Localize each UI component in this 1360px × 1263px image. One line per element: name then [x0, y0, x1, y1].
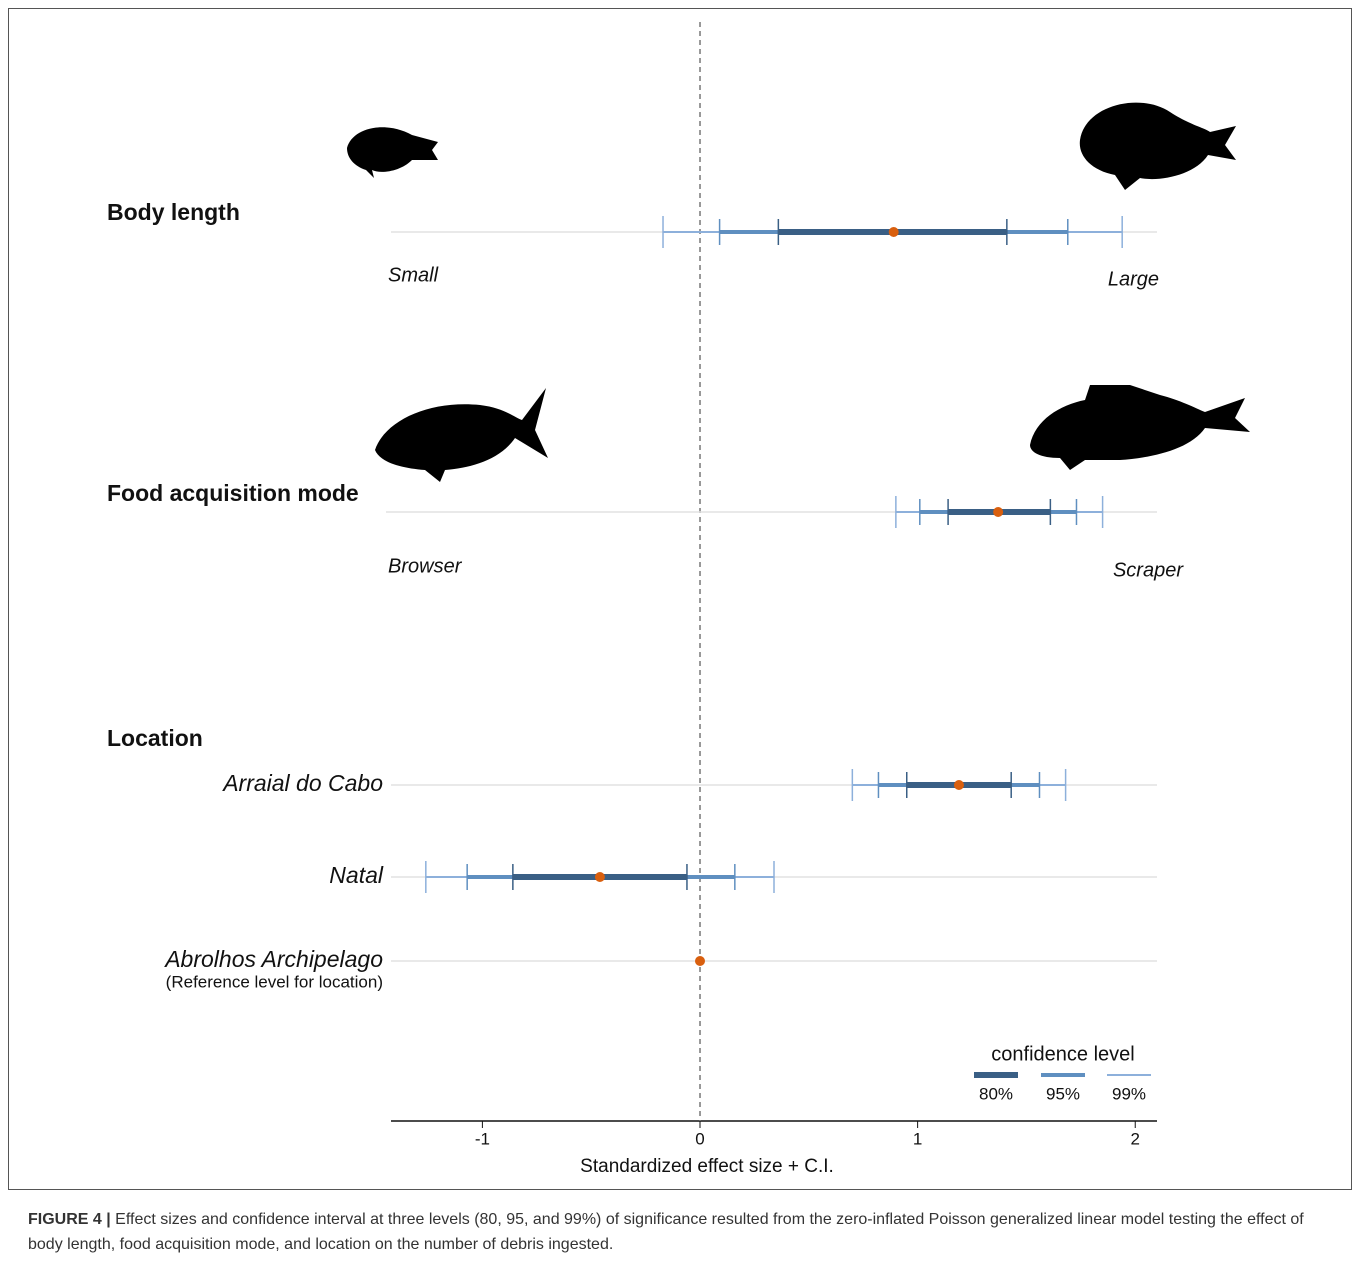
high-label: Scraper — [1113, 559, 1184, 581]
low-label: Small — [388, 264, 439, 286]
row-label: Natal — [329, 862, 384, 888]
page: -1 0 1 2 Standardized effect size + C.I. Body… — [0, 0, 1360, 1263]
estimate-point — [889, 227, 899, 237]
legend-label: 80% — [979, 1084, 1013, 1103]
high-label: Large — [1108, 268, 1159, 290]
caption-text: Effect sizes and confidence interval at … — [28, 1211, 1304, 1253]
legend-title: confidence level — [991, 1043, 1134, 1065]
fish-small — [347, 127, 438, 178]
fish-browser — [375, 388, 548, 482]
estimate-point — [595, 872, 605, 882]
fish-scraper — [1030, 385, 1250, 470]
row-label: Abrolhos Archipelago — [163, 946, 383, 972]
legend-label: 95% — [1046, 1084, 1080, 1103]
fish-icons — [347, 103, 1250, 482]
x-tick-label: 0 — [695, 1129, 704, 1148]
estimate-point — [695, 956, 705, 966]
frame — [9, 9, 1352, 1190]
group-title: Food acquisition mode — [107, 480, 359, 506]
caption-label: FIGURE 4 | — [28, 1211, 111, 1228]
fish-large — [1080, 103, 1236, 190]
row-label: Arraial do Cabo — [221, 770, 383, 796]
chart: -1 0 1 2 Standardized effect size + C.I. Body… — [0, 0, 1360, 1200]
x-tick-label: 1 — [913, 1129, 922, 1148]
low-label: Browser — [388, 555, 463, 577]
x-tick-label: -1 — [475, 1129, 490, 1148]
group-title: Body length — [107, 199, 240, 225]
x-tick-label: 2 — [1131, 1129, 1140, 1148]
legend-label: 99% — [1112, 1084, 1146, 1103]
estimate-point — [993, 507, 1003, 517]
estimate-point — [954, 780, 964, 790]
row-sublabel: (Reference level for location) — [166, 972, 383, 991]
group-title: Location — [107, 725, 203, 751]
x-axis-label: Standardized effect size + C.I. — [580, 1156, 834, 1177]
caption: FIGURE 4 | Effect sizes and confidence i… — [28, 1207, 1328, 1257]
